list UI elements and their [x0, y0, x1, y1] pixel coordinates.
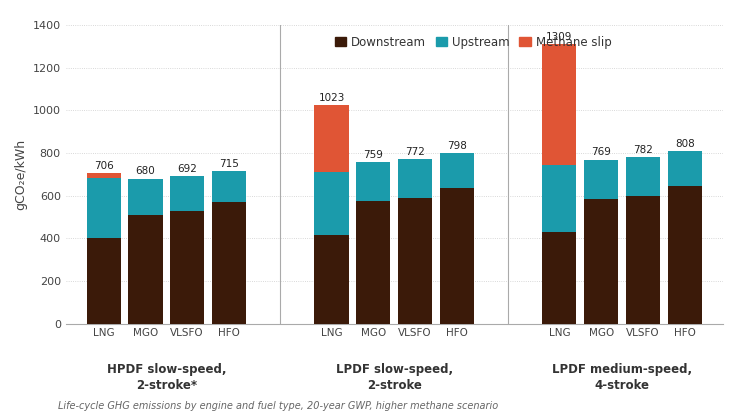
Text: 759: 759 [364, 149, 383, 160]
Text: 808: 808 [675, 139, 695, 149]
Text: 782: 782 [633, 145, 653, 155]
Bar [315, 105, 349, 172]
Bar [626, 157, 660, 195]
Text: 1023: 1023 [318, 93, 345, 103]
Text: 680: 680 [136, 166, 155, 176]
Bar [315, 172, 349, 235]
Bar [439, 154, 474, 188]
Text: 2-stroke*: 2-stroke* [136, 379, 197, 392]
Bar [542, 44, 577, 165]
Text: 692: 692 [177, 164, 197, 174]
Text: 1309: 1309 [546, 32, 572, 42]
Bar [398, 198, 432, 324]
Bar [87, 238, 120, 324]
Bar [170, 210, 204, 324]
Text: LPDF slow-speed,: LPDF slow-speed, [336, 363, 453, 376]
Bar [315, 235, 349, 324]
Bar [87, 173, 120, 178]
Bar [356, 201, 391, 324]
Bar [626, 195, 660, 324]
Text: 772: 772 [405, 147, 425, 157]
Bar [398, 159, 432, 198]
Bar [356, 162, 391, 201]
Bar [584, 160, 618, 199]
Text: 4-stroke: 4-stroke [594, 379, 650, 392]
Bar [668, 186, 702, 324]
Bar [542, 165, 577, 232]
Bar [668, 151, 702, 186]
Bar [87, 178, 120, 238]
Text: 2-stroke: 2-stroke [366, 379, 422, 392]
Text: 798: 798 [447, 141, 466, 151]
Legend: Downstream, Upstream, Methane slip: Downstream, Upstream, Methane slip [330, 31, 616, 53]
Text: Life-cycle GHG emissions by engine and fuel type, 20-year GWP, higher methane sc: Life-cycle GHG emissions by engine and f… [58, 401, 499, 411]
Text: HPDF slow-speed,: HPDF slow-speed, [107, 363, 226, 376]
Bar [212, 202, 246, 324]
Bar [584, 199, 618, 324]
Text: 715: 715 [219, 159, 239, 169]
Text: LPDF medium-speed,: LPDF medium-speed, [552, 363, 692, 376]
Bar [128, 178, 163, 215]
Bar [439, 188, 474, 324]
Text: 769: 769 [591, 147, 611, 157]
Bar [170, 176, 204, 210]
Bar [128, 215, 163, 324]
Bar [542, 232, 577, 324]
Y-axis label: gCO₂e/kWh: gCO₂e/kWh [14, 139, 27, 210]
Text: 706: 706 [93, 161, 114, 171]
Bar [212, 171, 246, 202]
